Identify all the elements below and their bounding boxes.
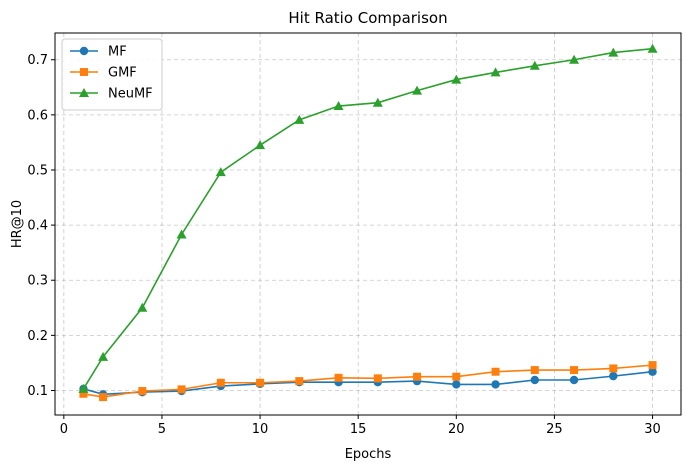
data-point-gmf [99,393,108,402]
data-point-mf [609,371,618,381]
data-point-gmf [334,373,343,382]
data-point-mf [648,367,657,376]
series-line-neumf [82,47,653,390]
data-point-neumf [78,383,89,393]
data-point-neumf [608,47,619,57]
legend: MF GMF NeuMF [61,38,163,111]
data-point-gmf [413,372,422,381]
data-point-gmf [138,387,147,396]
y-tick-label: 0.7 [27,53,48,68]
x-tick-label: 25 [546,422,563,437]
data-point-neumf [137,302,148,312]
series-layer [78,43,658,402]
x-tick-label: 20 [448,422,465,437]
data-point-gmf [452,372,461,381]
y-tick-label: 0.3 [27,274,48,289]
legend-item-gmf: GMF [70,66,137,81]
data-point-gmf [79,389,88,398]
legend-item-mf: MF [70,45,127,60]
data-point-neumf [490,67,501,77]
data-point-gmf [491,367,500,376]
series-neumf [78,43,658,393]
y-tick-label: 0.2 [27,329,48,344]
data-point-gmf [216,378,225,387]
legend-marker-mf [79,46,89,56]
x-axis-title: Epochs [345,447,392,462]
data-point-gmf [256,378,265,387]
x-tick-label: 10 [252,422,269,437]
y-tick-label: 0.1 [27,384,48,399]
data-point-gmf [648,361,657,370]
plot-frame [54,32,682,416]
x-tick-label: 0 [60,422,68,437]
x-tick-label: 5 [158,422,166,437]
data-point-neumf [98,351,109,361]
data-point-gmf [295,377,304,386]
y-tick-label: 0.6 [27,108,48,123]
y-tick-label: 0.4 [27,219,48,234]
data-point-neumf [451,74,462,84]
series-gmf [79,361,657,402]
data-point-neumf [529,60,540,70]
data-point-mf [530,375,540,385]
data-point-gmf [609,364,618,373]
data-point-mf [452,380,461,389]
data-point-neumf [372,97,383,107]
legend-label-mf: MF [108,45,127,60]
data-point-neumf [647,43,658,53]
data-point-neumf [255,140,266,150]
y-tick-label: 0.5 [27,163,48,178]
legend-marker-gmf [80,68,88,76]
x-tick-label: 30 [644,422,661,437]
data-point-gmf [177,385,186,394]
data-point-neumf [333,101,344,111]
data-point-mf [569,375,579,385]
data-point-neumf [412,85,423,95]
data-point-gmf [373,374,382,383]
data-point-neumf [294,114,305,124]
axis-ticks: 0 5 10 15 20 25 30 0.1 0.2 0.3 0.4 0.5 0.6 0.7 [27,53,661,437]
legend-label-neumf: NeuMF [108,87,153,102]
y-axis-title: HR@10 [10,200,25,248]
chart-title: Hit Ratio Comparison [288,9,447,27]
legend-label-gmf: GMF [108,66,137,81]
x-tick-label: 15 [350,422,367,437]
data-point-neumf [215,167,226,177]
legend-marker-neumf [79,88,89,97]
data-point-mf [491,380,500,389]
legend-item-neumf: NeuMF [70,87,153,102]
series-line-mf [83,370,653,396]
series-line-gmf [83,364,653,398]
data-point-gmf [530,366,539,375]
data-point-neumf [176,229,187,239]
data-point-gmf [570,366,579,375]
data-point-neumf [569,54,580,64]
